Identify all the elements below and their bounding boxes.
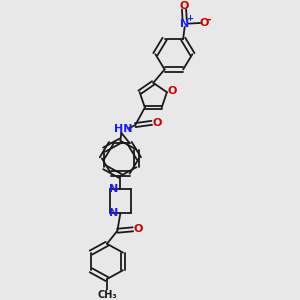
Text: CH₃: CH₃ — [97, 290, 117, 300]
Text: +: + — [186, 14, 193, 23]
Text: HN: HN — [113, 124, 132, 134]
Text: N: N — [109, 208, 119, 218]
Text: N: N — [109, 184, 119, 194]
Text: -: - — [207, 15, 212, 25]
Text: O: O — [168, 86, 177, 96]
Text: O: O — [179, 1, 189, 11]
Text: O: O — [199, 18, 208, 28]
Text: N: N — [180, 19, 189, 28]
Text: O: O — [133, 224, 142, 234]
Text: O: O — [152, 118, 161, 128]
